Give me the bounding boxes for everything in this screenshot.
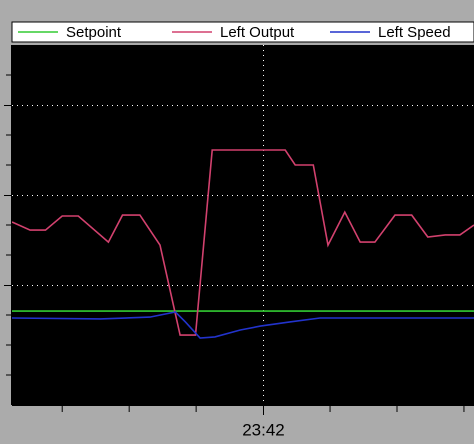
x-tick-label: 23:42 [242,420,285,439]
legend-label: Left Speed [378,24,451,41]
series-line [12,311,474,339]
legend-label: Setpoint [66,24,122,41]
legend-label: Left Output [220,24,295,41]
legend-box [11,21,474,43]
series-line [12,149,474,336]
plot-area [12,45,474,405]
